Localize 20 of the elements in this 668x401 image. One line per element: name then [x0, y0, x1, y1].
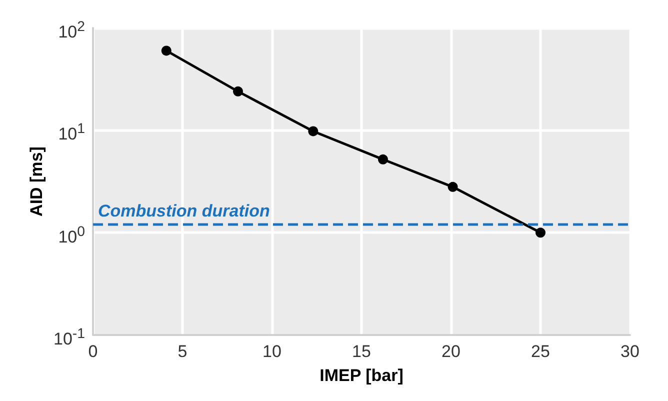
point: [233, 86, 243, 96]
x-tick-label: 30: [620, 342, 640, 361]
point: [161, 46, 172, 56]
point: [448, 182, 458, 192]
x-tick-label: 25: [531, 342, 550, 361]
ref-line-label: Combustion duration: [98, 202, 270, 221]
x-tick-label: 15: [352, 342, 371, 361]
y-tick-label: 10$^{1}$: [58, 120, 85, 145]
x-axis-title: IMEP [bar]: [320, 366, 404, 385]
y-tick-label: 10$^{0}$: [58, 222, 85, 248]
x-tick-label: 5: [178, 342, 188, 361]
point: [536, 228, 546, 238]
x-tick-label: 10: [262, 342, 282, 361]
y-tick-label: 10$^{-1}$: [53, 325, 85, 350]
y-axis-title: AID [ms]: [27, 146, 46, 216]
x-tick-label: 0: [88, 342, 98, 361]
point: [308, 126, 318, 136]
x-tick-label: 20: [442, 342, 460, 361]
y-tick-label: 10$^{2}$: [58, 18, 85, 43]
point: [378, 154, 388, 164]
